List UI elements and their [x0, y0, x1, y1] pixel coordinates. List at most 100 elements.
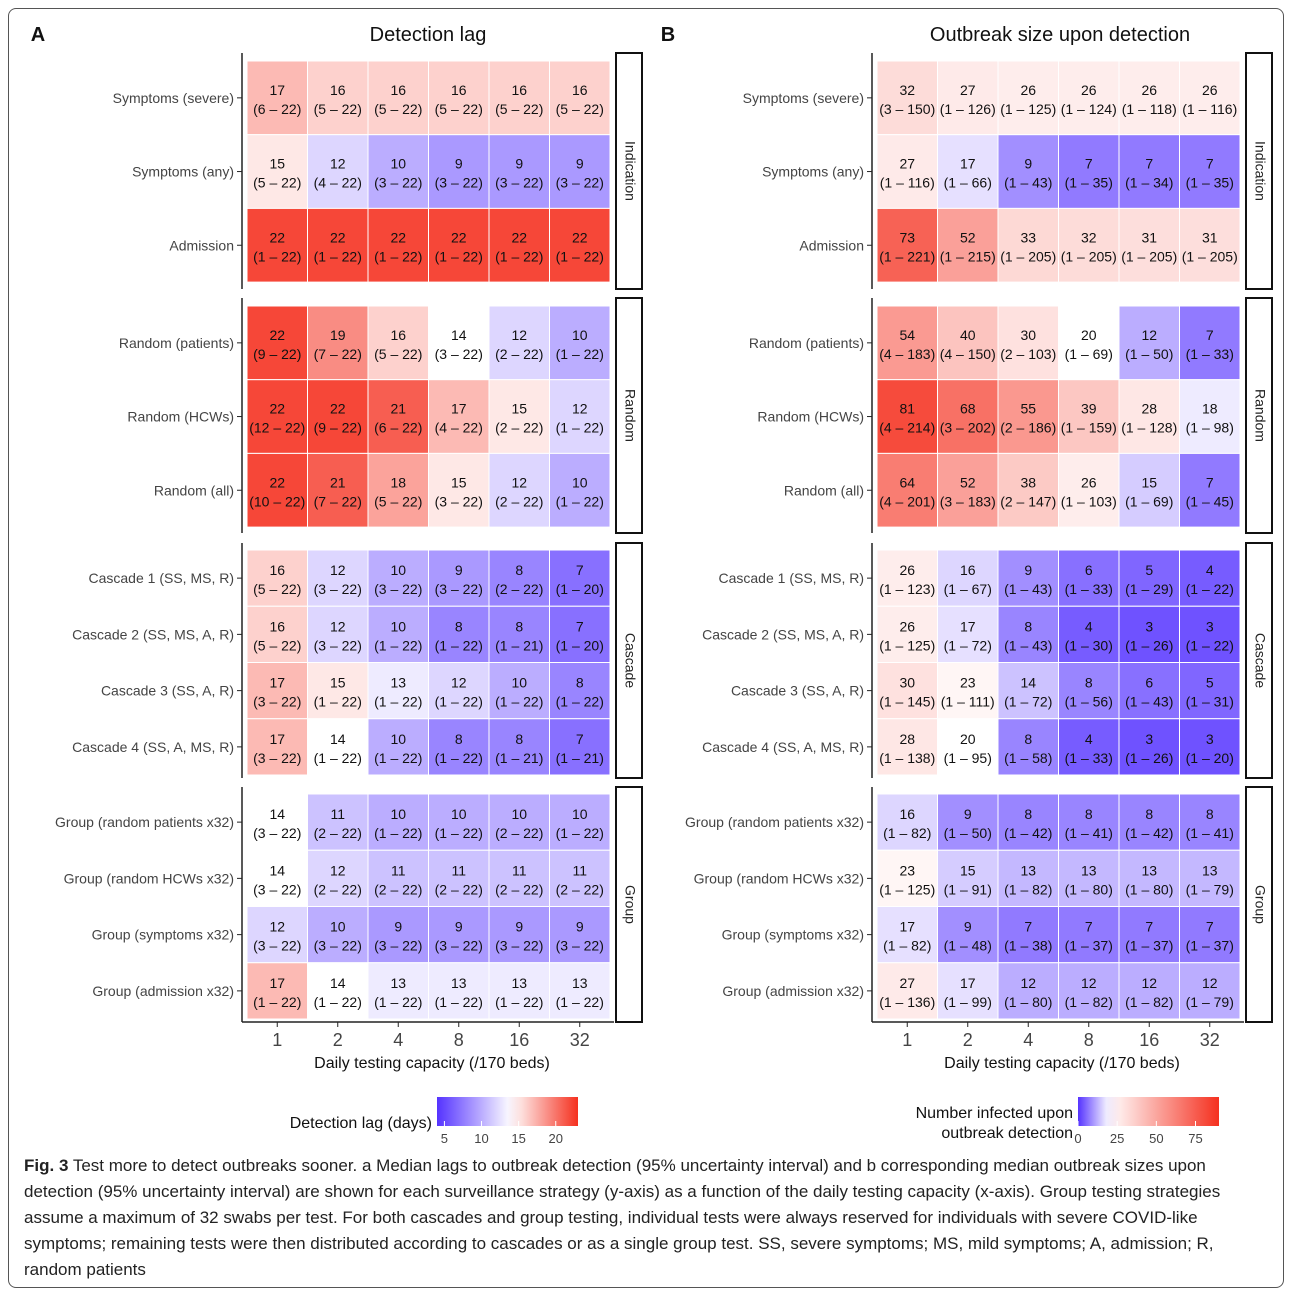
cell-interval: (2 – 103)	[1000, 346, 1056, 362]
cell-interval: (1 – 22)	[314, 694, 362, 710]
cell-interval: (1 – 80)	[1065, 881, 1113, 897]
facet-strip-label: Indication	[622, 141, 638, 201]
cell-median: 15	[451, 474, 467, 490]
cell-interval: (1 – 22)	[556, 694, 604, 710]
cell-median: 15	[330, 675, 346, 691]
cell-median: 9	[455, 919, 463, 935]
facet-strip	[615, 542, 643, 779]
cell-interval: (1 – 116)	[880, 175, 935, 191]
cell-interval: (7 – 22)	[314, 493, 362, 509]
cell-median: 55	[1020, 401, 1036, 417]
heatmap-cell	[307, 662, 369, 720]
cell-interval: (2 – 22)	[495, 420, 543, 436]
cell-interval: (1 – 221)	[879, 248, 935, 264]
figure-caption: Fig. 3 Test more to detect outbreaks soo…	[24, 1153, 1264, 1283]
heatmap-cell	[1179, 60, 1241, 136]
cell-median: 8	[1085, 806, 1093, 822]
cell-interval: (9 – 22)	[314, 420, 362, 436]
cell-interval: (2 – 22)	[435, 881, 483, 897]
heatmap-cell	[428, 605, 490, 663]
cell-interval: (1 – 205)	[1182, 248, 1238, 264]
cell-median: 9	[455, 156, 463, 172]
cell-interval: (1 – 35)	[1186, 175, 1234, 191]
cell-median: 8	[1024, 731, 1032, 747]
cell-interval: (1 – 50)	[1125, 346, 1173, 362]
cell-interval: (1 – 22)	[374, 750, 422, 766]
facet-strip	[615, 786, 643, 1023]
heatmap-cell	[307, 549, 369, 607]
heatmap-cell	[937, 379, 999, 454]
cell-interval: (5 – 22)	[314, 101, 362, 117]
cell-interval: (1 – 26)	[1125, 637, 1173, 653]
heatmap-cell	[1118, 60, 1180, 136]
row-label: Group (random HCWs x32)	[64, 870, 234, 886]
heatmap-cell	[549, 452, 611, 528]
cell-median: 16	[960, 562, 976, 578]
cell-median: 17	[269, 731, 285, 747]
cell-interval: (1 – 20)	[556, 637, 604, 653]
heatmap-cell	[246, 662, 308, 720]
cell-interval: (5 – 22)	[374, 493, 422, 509]
facet-strip-label: Indication	[1252, 141, 1268, 201]
cell-median: 22	[330, 401, 346, 417]
cell-interval: (9 – 22)	[253, 346, 301, 362]
heatmap-cell	[997, 60, 1059, 136]
cell-median: 27	[960, 82, 976, 98]
cell-interval: (1 – 37)	[1125, 938, 1173, 954]
legend-tick-label: 10	[474, 1131, 488, 1146]
cell-median: 26	[899, 562, 915, 578]
heatmap-cell	[488, 207, 550, 283]
cell-median: 17	[960, 156, 976, 172]
cell-median: 17	[269, 82, 285, 98]
heatmap-cell	[549, 962, 611, 1020]
cell-interval: (1 – 22)	[435, 637, 483, 653]
cell-interval: (1 – 20)	[556, 581, 604, 597]
cell-median: 5	[1206, 675, 1214, 691]
cell-median: 12	[330, 156, 346, 172]
cell-interval: (1 – 22)	[435, 750, 483, 766]
heatmap-cell	[246, 207, 308, 283]
cell-interval: (1 – 80)	[1125, 881, 1173, 897]
cell-interval: (4 – 214)	[879, 420, 935, 436]
heatmap-cell	[1058, 718, 1120, 776]
cell-median: 31	[1141, 229, 1157, 245]
cell-interval: (1 – 159)	[1061, 420, 1117, 436]
row-label: Group (symptoms x32)	[92, 927, 234, 943]
cell-median: 10	[330, 919, 346, 935]
heatmap-cell	[307, 207, 369, 283]
cell-interval: (1 – 29)	[1125, 581, 1173, 597]
cell-interval: (1 – 22)	[495, 694, 543, 710]
cell-median: 81	[899, 401, 915, 417]
x-tick-label: 32	[570, 1030, 590, 1050]
row-label: Random (HCWs)	[127, 409, 234, 425]
panel-title: Outbreak size upon detection	[930, 24, 1190, 46]
cell-median: 13	[1020, 862, 1036, 878]
heatmap-cell	[428, 60, 490, 136]
cell-interval: (1 – 116)	[1182, 101, 1237, 117]
heatmap-cell	[549, 906, 611, 964]
cell-interval: (1 – 22)	[495, 994, 543, 1010]
heatmap-cell	[488, 962, 550, 1020]
heatmap-cell	[549, 662, 611, 720]
heatmap-cell	[1058, 906, 1120, 964]
cell-median: 12	[1202, 975, 1218, 991]
cell-median: 32	[1081, 229, 1097, 245]
cell-interval: (4 – 183)	[879, 346, 935, 362]
cell-median: 12	[269, 919, 285, 935]
row-label: Cascade 3 (SS, A, R)	[731, 683, 864, 699]
heatmap-cell	[246, 605, 308, 663]
heatmap-cell	[367, 305, 429, 381]
cell-interval: (10 – 22)	[249, 493, 305, 509]
legend-tick-label: 25	[1110, 1131, 1124, 1146]
heatmap-cell	[367, 793, 429, 851]
cell-interval: (3 – 22)	[374, 175, 422, 191]
cell-median: 17	[269, 975, 285, 991]
cell-interval: (1 – 22)	[556, 420, 604, 436]
facet-strip	[615, 52, 643, 290]
facet-strip-label: Group	[1252, 885, 1268, 924]
cell-interval: (1 – 42)	[1004, 825, 1052, 841]
cell-median: 7	[1206, 919, 1214, 935]
heatmap-cell	[488, 662, 550, 720]
heatmap-cell	[1058, 962, 1120, 1020]
heatmap-cell	[937, 605, 999, 663]
